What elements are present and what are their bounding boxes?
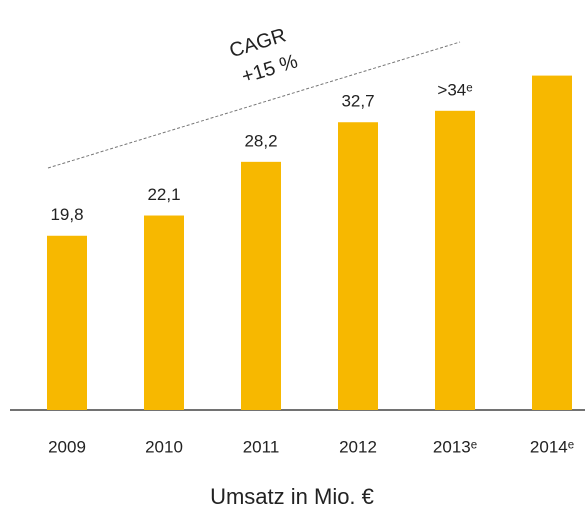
x-tick-label: 2010 bbox=[145, 437, 183, 456]
value-label: 32,7 bbox=[341, 92, 374, 111]
x-tick-label: 2012 bbox=[339, 437, 377, 456]
value-label: >34ᵉ bbox=[437, 80, 472, 99]
x-tick-label: 2009 bbox=[48, 437, 86, 456]
bar bbox=[241, 161, 281, 410]
x-axis-label: Umsatz in Mio. € bbox=[210, 484, 374, 509]
trend-line bbox=[47, 41, 461, 169]
x-tick-label: 2014ᵉ bbox=[530, 437, 574, 456]
value-label: 28,2 bbox=[244, 131, 277, 150]
bar bbox=[47, 235, 87, 410]
bar bbox=[144, 215, 184, 410]
bar bbox=[532, 75, 572, 410]
value-label: 19,8 bbox=[50, 205, 83, 224]
x-tick-label: 2013ᵉ bbox=[433, 437, 477, 456]
value-label: 22,1 bbox=[147, 185, 180, 204]
bar bbox=[435, 110, 475, 411]
x-tick-label: 2011 bbox=[243, 437, 280, 456]
bar bbox=[338, 122, 378, 411]
